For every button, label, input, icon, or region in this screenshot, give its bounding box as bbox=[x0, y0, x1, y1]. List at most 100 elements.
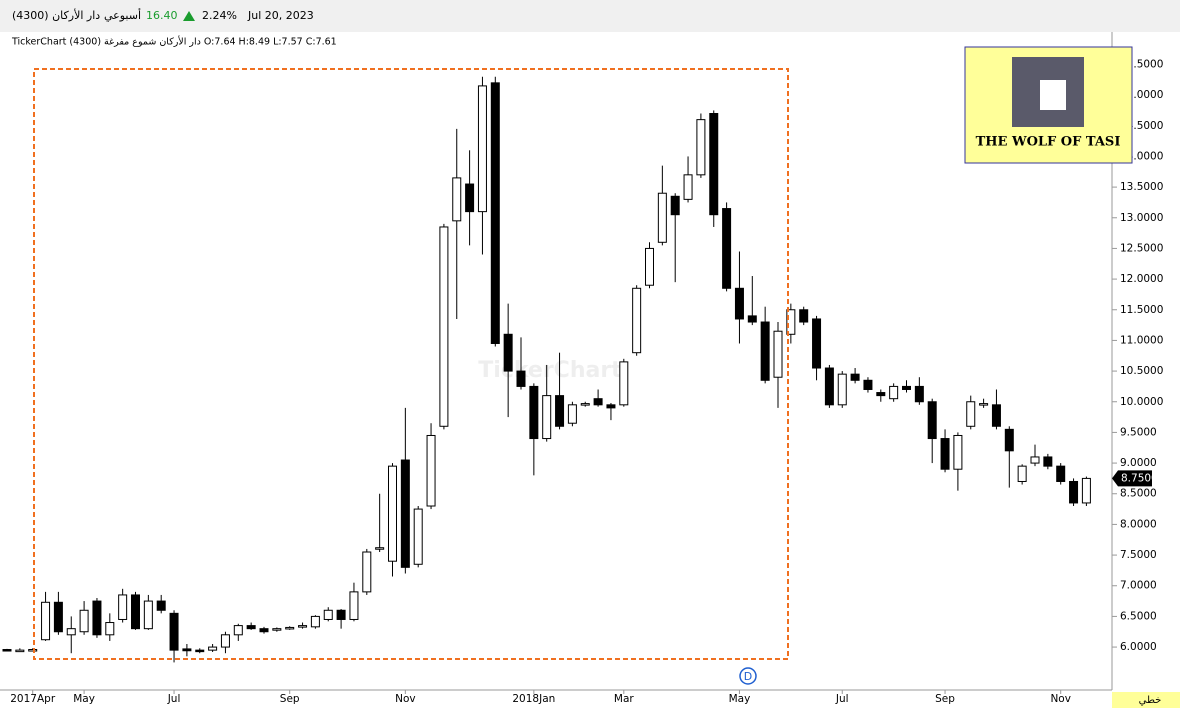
candle-body bbox=[722, 208, 732, 289]
candle-body bbox=[709, 113, 719, 216]
candle-body bbox=[41, 601, 51, 641]
candle-body bbox=[645, 247, 654, 286]
candle-body bbox=[477, 85, 487, 213]
candle-body bbox=[1069, 480, 1079, 504]
candle-body bbox=[902, 385, 911, 390]
candle-body bbox=[555, 395, 565, 427]
candle-body bbox=[812, 318, 822, 369]
candle-body bbox=[285, 626, 295, 630]
candle-body bbox=[1004, 428, 1014, 452]
candle-body bbox=[927, 401, 937, 440]
candle-body bbox=[220, 634, 230, 648]
period: أسبوعي bbox=[104, 8, 141, 22]
x-tick-label: Nov bbox=[395, 693, 416, 705]
candle-body bbox=[837, 373, 847, 406]
highlight-box bbox=[33, 68, 789, 660]
candle-body bbox=[1056, 465, 1066, 482]
marker: D bbox=[744, 670, 752, 683]
candle-body bbox=[1030, 456, 1040, 464]
x-tick-label: Sep bbox=[935, 693, 955, 705]
candle-body bbox=[79, 609, 89, 633]
x-tick-label: Jul bbox=[167, 693, 181, 705]
candle-body bbox=[105, 622, 115, 636]
candle-body bbox=[490, 82, 500, 344]
candle-body bbox=[195, 649, 205, 653]
x-tick-label: Jul bbox=[835, 693, 849, 705]
chart-style: خطي bbox=[1139, 695, 1162, 706]
candle-body bbox=[580, 403, 590, 406]
candle-body bbox=[336, 609, 346, 620]
candle-body bbox=[259, 628, 269, 633]
candle-body bbox=[452, 177, 462, 222]
candle-body bbox=[131, 594, 140, 630]
candle-body bbox=[824, 367, 834, 406]
candle-body bbox=[28, 649, 38, 652]
candle-body bbox=[66, 628, 76, 636]
y-tick-label: 13.5000 bbox=[1120, 181, 1163, 193]
candle-body bbox=[156, 600, 166, 611]
candle-body bbox=[2, 649, 12, 652]
y-tick-label: 6.0000 bbox=[1120, 641, 1157, 653]
candle-body bbox=[413, 508, 423, 565]
x-tick-label: May bbox=[729, 693, 751, 705]
watermark: TickerChart bbox=[478, 358, 622, 383]
candle-body bbox=[246, 625, 256, 630]
candle-body bbox=[439, 226, 449, 427]
last-price-tag bbox=[1112, 470, 1152, 487]
date: Jul 20, 2023 bbox=[247, 9, 314, 22]
candle-body bbox=[516, 370, 526, 387]
y-tick-label: 9.5000 bbox=[1120, 426, 1157, 438]
candle-body bbox=[889, 385, 899, 400]
y-tick-label: 11.0000 bbox=[1120, 334, 1163, 346]
candle-body bbox=[876, 392, 886, 397]
change: 2.24% bbox=[202, 9, 237, 22]
y-tick-label: 9.0000 bbox=[1120, 457, 1157, 469]
subtitle: TickerChart دار الأركان شموع مفرغة (4300… bbox=[11, 36, 337, 48]
candle-body bbox=[619, 361, 629, 406]
candle-body bbox=[914, 385, 924, 403]
y-tick-label: 7.5000 bbox=[1120, 549, 1157, 561]
x-tick-label: May bbox=[73, 693, 95, 705]
logo-text: THE WOLF OF TASI bbox=[976, 135, 1121, 150]
logo-bars bbox=[1040, 80, 1066, 110]
up-arrow bbox=[183, 11, 195, 21]
candle-body bbox=[606, 404, 616, 409]
style-box bbox=[1112, 692, 1180, 708]
y-tick-label: 8.5000 bbox=[1120, 488, 1157, 500]
candle-body bbox=[670, 195, 680, 216]
candle-body bbox=[657, 192, 667, 243]
candle-body bbox=[465, 183, 475, 213]
y-tick-label: 11.5000 bbox=[1120, 304, 1163, 316]
candle-body bbox=[298, 625, 308, 628]
candle-body bbox=[991, 404, 1001, 427]
candle-body bbox=[799, 309, 809, 323]
candle-body bbox=[734, 287, 744, 320]
candle-body bbox=[683, 174, 693, 200]
y-tick-label: 10.5000 bbox=[1120, 365, 1163, 377]
candle-body bbox=[233, 625, 243, 636]
y-tick-label: 12.0000 bbox=[1120, 273, 1163, 285]
candle-body bbox=[143, 600, 153, 630]
candle-body bbox=[863, 379, 873, 390]
candle-body bbox=[1017, 465, 1027, 482]
candle-body bbox=[15, 649, 25, 653]
candle-body bbox=[696, 119, 706, 176]
y-tick-label: 13.0000 bbox=[1120, 212, 1163, 224]
y-tick-label: 8.0000 bbox=[1120, 518, 1157, 530]
candle-body bbox=[375, 547, 385, 550]
candle-body bbox=[208, 646, 218, 651]
y-tick-label: 10.0000 bbox=[1120, 396, 1163, 408]
candle-body bbox=[323, 609, 333, 620]
candle-body bbox=[1081, 477, 1091, 504]
candle-body bbox=[966, 401, 976, 427]
x-tick-label: 2018Jan bbox=[512, 693, 555, 705]
candle-body bbox=[593, 398, 603, 406]
y-tick-label: 7.0000 bbox=[1120, 580, 1157, 592]
symbol: دار الأركان (4300) bbox=[12, 8, 100, 22]
x-tick-label: Sep bbox=[280, 693, 300, 705]
x-tick-label: 2017Apr bbox=[10, 693, 56, 705]
candle-body bbox=[747, 315, 757, 323]
candle-body bbox=[400, 459, 410, 568]
